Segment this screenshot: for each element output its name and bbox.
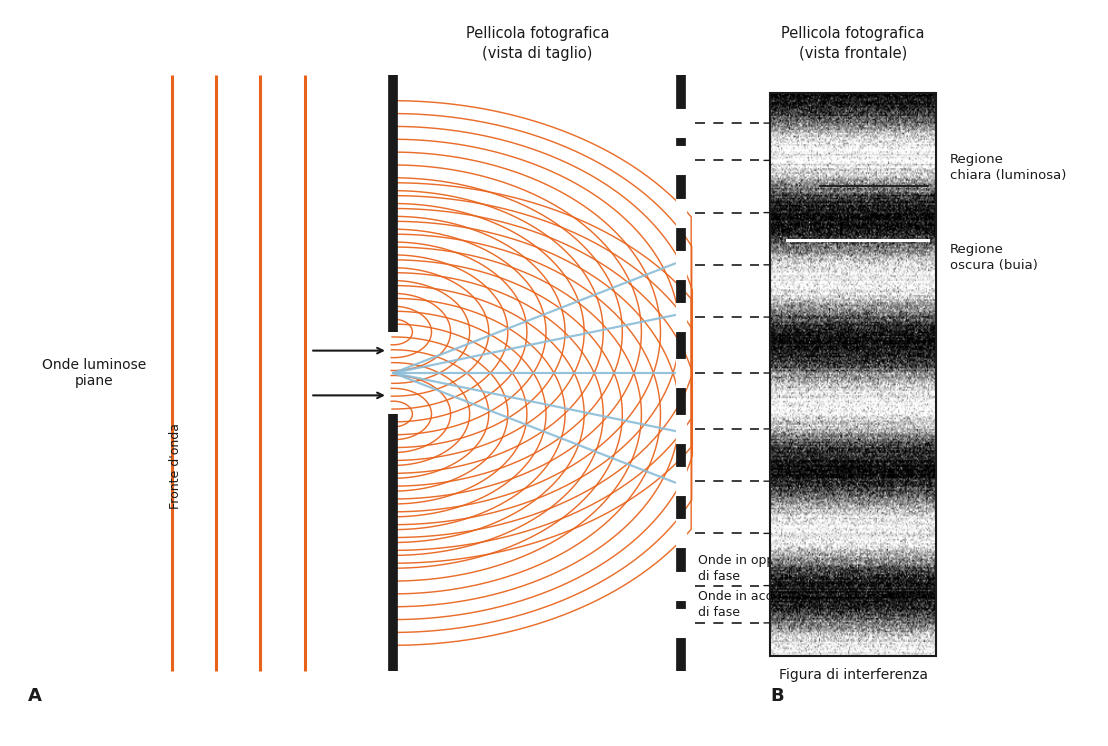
- Text: B: B: [770, 687, 783, 705]
- Bar: [770, 93, 936, 656]
- Text: Onde in accordo
di fase: Onde in accordo di fase: [698, 590, 801, 619]
- Text: Onde in opposizione
di fase: Onde in opposizione di fase: [698, 554, 825, 583]
- Text: Figura di interferenza: Figura di interferenza: [779, 668, 927, 682]
- Text: Pellicola fotografica
(vista frontale): Pellicola fotografica (vista frontale): [781, 26, 925, 61]
- Text: A: A: [28, 687, 42, 705]
- Text: Regione
chiara (luminosa): Regione chiara (luminosa): [950, 154, 1066, 183]
- Text: Pellicola fotografica
(vista di taglio): Pellicola fotografica (vista di taglio): [465, 26, 609, 61]
- Text: Onde luminose
piane: Onde luminose piane: [42, 358, 146, 388]
- Text: Fronte d'onda: Fronte d'onda: [168, 423, 182, 510]
- Text: Regione
oscura (buia): Regione oscura (buia): [950, 243, 1037, 272]
